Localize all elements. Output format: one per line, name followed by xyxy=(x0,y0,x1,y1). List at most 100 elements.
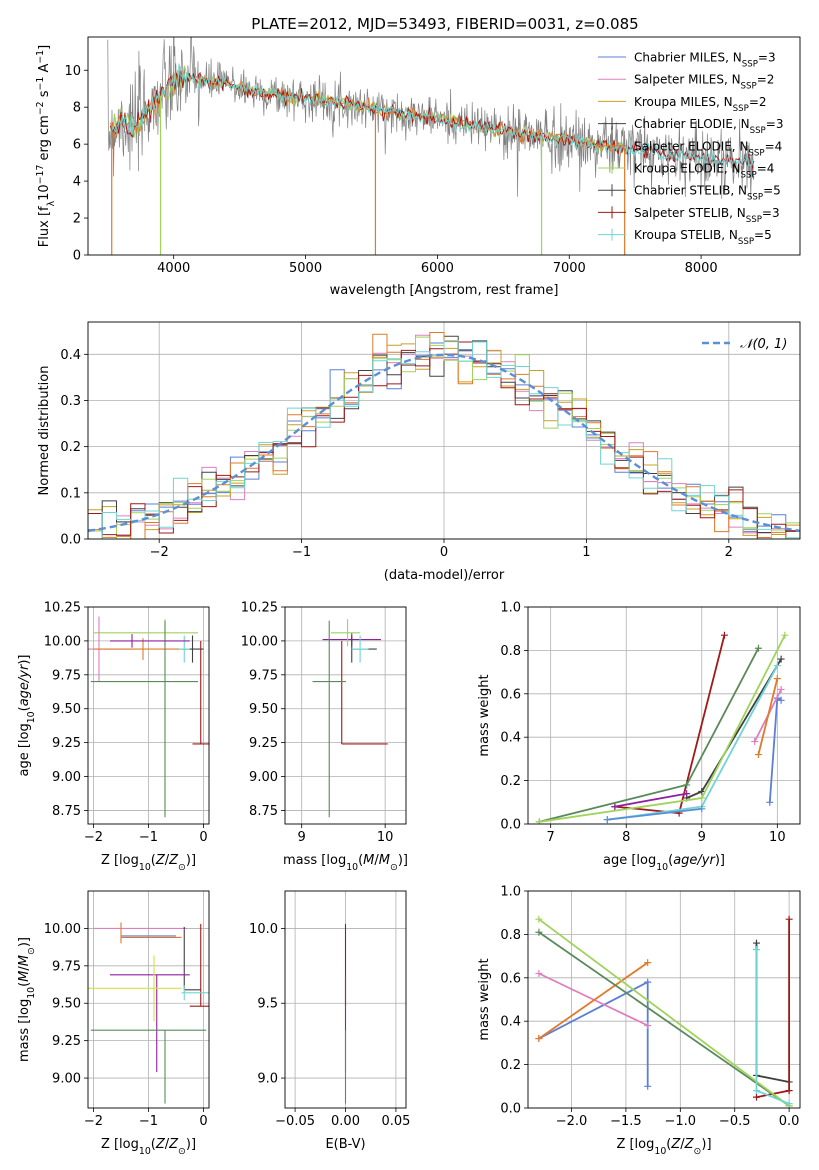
x-tick-label: −1 xyxy=(139,830,158,845)
errorbar-point xyxy=(189,923,209,1007)
weight-line-salpeter-miles xyxy=(538,972,649,1027)
y-tick-label: 0.6 xyxy=(500,971,521,986)
y-tick-label: 9.75 xyxy=(249,668,278,683)
x-axis-label: mass [log10(M/M⊙)] xyxy=(283,853,408,873)
x-tick-label: −2.0 xyxy=(556,1114,588,1129)
axes-frame xyxy=(527,890,801,1109)
panel-age_vs_mass: 9 10 8.75 9.00 9.25 9.50 9.75 10.00 10.25 mass [l… xyxy=(241,601,408,873)
weight-marker xyxy=(752,946,760,954)
weight-marker xyxy=(535,818,543,824)
y-tick-label: 0.8 xyxy=(500,644,521,659)
errorbar-point xyxy=(93,638,187,660)
axes-frame xyxy=(284,890,407,1109)
x-tick-label: 7000 xyxy=(553,261,586,276)
panel-weight_vs_age: 7 8 9 10 0.0 0.2 0.4 0.6 0.8 1.0 age [log10(age/yr… xyxy=(477,601,801,873)
x-tick-label: −1 xyxy=(292,545,311,560)
x-tick-label: −1 xyxy=(139,1114,158,1129)
x-axis-label: E(B-V) xyxy=(325,1137,365,1152)
panel-spectrum: 4000 5000 6000 7000 8000 0 2 4 6 8 10 wavelength [A… xyxy=(35,36,801,298)
y-tick-label: 9.00 xyxy=(249,770,278,785)
weight-marker xyxy=(644,959,652,967)
errorbar-point xyxy=(110,974,190,1073)
weight-line-normal xyxy=(607,807,702,821)
x-tick-label: 0.0 xyxy=(779,1114,800,1129)
y-tick-label: 0.0 xyxy=(500,818,521,833)
x-tick-label: 6000 xyxy=(421,261,454,276)
y-tick-label: 9.0 xyxy=(257,1072,278,1087)
y-tick-label: 1.0 xyxy=(500,885,521,900)
y-tick-label: 0.8 xyxy=(500,928,521,943)
x-tick-label: −1.0 xyxy=(665,1114,697,1129)
x-tick-label: 8 xyxy=(622,830,630,845)
y-tick-label: 9.25 xyxy=(52,1034,81,1049)
x-axis-label: wavelength [Angstrom, rest frame] xyxy=(330,283,559,298)
weight-line-extra_purple xyxy=(614,792,687,808)
model-spectrum-salpeter-elodie xyxy=(109,70,626,154)
axes-frame xyxy=(87,36,801,256)
weight-marker xyxy=(777,655,785,663)
weight-marker xyxy=(785,915,793,923)
y-tick-label: 9.50 xyxy=(52,702,81,717)
errorbar-point xyxy=(178,635,190,663)
weight-line-salpeter-elodie xyxy=(757,678,779,755)
y-tick-label: 1.0 xyxy=(500,601,521,616)
weight-marker xyxy=(535,928,543,936)
y-tick-label: 9.75 xyxy=(52,959,81,974)
x-tick-label: 9 xyxy=(298,830,306,845)
y-tick-label: 0.2 xyxy=(500,774,521,789)
y-tick-label: 0 xyxy=(73,249,81,264)
y-axis-label: mass weight xyxy=(477,674,492,756)
weight-line-chabrier-miles xyxy=(768,696,782,803)
legend-label: 𝒩(0, 1) xyxy=(740,337,787,352)
weight-marker xyxy=(644,1082,652,1090)
model-spectrum-kroupa-stelib xyxy=(110,63,755,168)
y-tick-label: 0.1 xyxy=(60,486,81,501)
y-tick-label: 10.00 xyxy=(241,634,278,649)
panel-weight_vs_Z: −2.0 −1.5 −1.0 −0.5 0.0 0.0 0.2 0.4 0.6 0.8 1.0 Z [… xyxy=(477,885,801,1157)
axes-frame xyxy=(87,606,210,825)
y-tick-label: 0.0 xyxy=(60,533,81,548)
legend-label: Salpeter ELODIE, NSSP=4 xyxy=(634,139,782,158)
y-tick-label: 10 xyxy=(64,64,81,79)
weight-line-salpeter-elodie xyxy=(538,961,649,1040)
y-tick-label: 9.5 xyxy=(257,997,278,1012)
weight-marker xyxy=(683,781,691,789)
x-tick-label: 9 xyxy=(698,830,706,845)
y-tick-label: 9.00 xyxy=(52,770,81,785)
legend-label: Chabrier MILES, NSSP=3 xyxy=(634,51,776,70)
normal-curve xyxy=(88,353,800,533)
weight-marker xyxy=(535,1035,543,1043)
x-tick-label: 1 xyxy=(582,545,590,560)
axes-frame xyxy=(527,606,801,825)
y-tick-label: 10.0 xyxy=(249,922,278,937)
weight-marker xyxy=(773,675,781,683)
weight-marker xyxy=(611,803,619,811)
weight-marker xyxy=(752,1087,760,1095)
weight-marker xyxy=(754,644,762,652)
y-tick-label: 0.4 xyxy=(500,1015,521,1030)
y-axis-label: age [log10(age/yr)] xyxy=(17,654,37,776)
x-tick-label: 0.05 xyxy=(381,1114,410,1129)
weight-marker xyxy=(698,794,706,802)
y-axis-label: Normed distribution xyxy=(37,366,52,496)
weight-marker xyxy=(603,816,611,824)
legend-label: Kroupa STELIB, NSSP=5 xyxy=(634,228,772,247)
y-tick-label: 9.25 xyxy=(249,736,278,751)
y-tick-label: 0.4 xyxy=(500,731,521,746)
weight-marker xyxy=(720,631,728,639)
weight-marker xyxy=(777,696,785,704)
weight-line-extra_green xyxy=(539,647,760,823)
x-tick-label: 7 xyxy=(547,830,555,845)
y-tick-label: 2 xyxy=(73,212,81,227)
errorbar-point xyxy=(181,985,209,1001)
y-tick-label: 9.50 xyxy=(249,702,278,717)
legend-label: Salpeter MILES, NSSP=2 xyxy=(634,73,774,92)
y-tick-label: 4 xyxy=(73,175,81,190)
weight-marker xyxy=(644,1022,652,1030)
y-tick-label: 9.00 xyxy=(52,1072,81,1087)
panel-age_vs_Z: −2 −1 0 8.75 9.00 9.25 9.50 9.75 10.00 10.25 Z [lo… xyxy=(17,601,210,873)
x-tick-label: −0.05 xyxy=(275,1114,315,1129)
legend-label: Salpeter STELIB, NSSP=3 xyxy=(634,206,780,225)
axes-frame xyxy=(87,890,210,1109)
y-tick-label: 0.3 xyxy=(60,394,81,409)
